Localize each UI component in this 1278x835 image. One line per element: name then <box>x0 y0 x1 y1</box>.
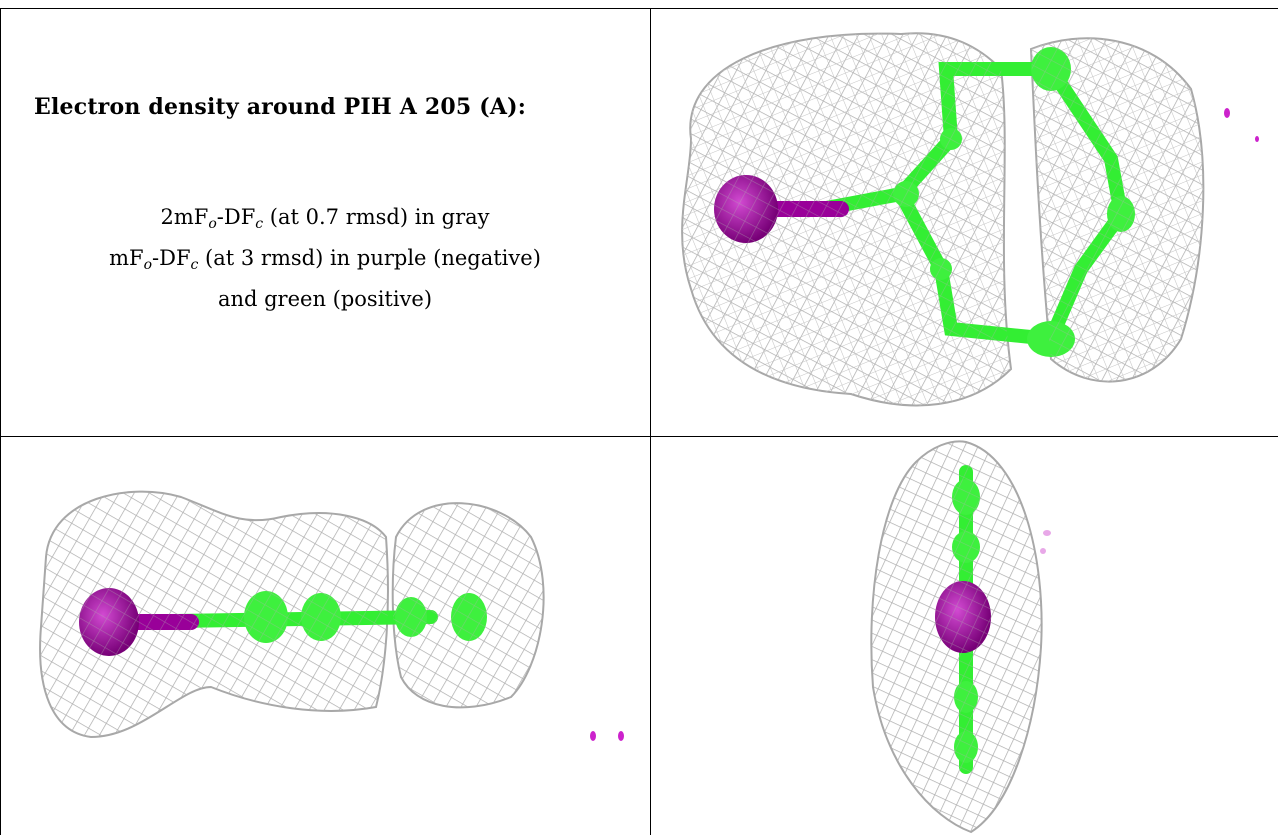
density-image-side <box>39 490 624 741</box>
density-view-end <box>651 437 1278 835</box>
border-middle <box>0 436 1278 437</box>
border-left <box>0 8 1 835</box>
density-image-end <box>870 440 1051 834</box>
density-view-top <box>651 9 1278 436</box>
border-top <box>0 8 1278 9</box>
density-view-side <box>1 437 650 835</box>
legend: 2mFo-DFc (at 0.7 rmsd) in gray mFo-DFc (… <box>0 200 650 316</box>
border-center <box>650 8 651 835</box>
page-title: Electron density around PIH A 205 (A): <box>34 94 527 120</box>
legend-line-gray: 2mFo-DFc (at 0.7 rmsd) in gray <box>160 205 490 232</box>
legend-line-difference: mFo-DFc (at 3 rmsd) in purple (negative) <box>109 246 541 273</box>
density-image-top <box>681 32 1259 407</box>
legend-line-positive: and green (positive) <box>217 287 433 311</box>
